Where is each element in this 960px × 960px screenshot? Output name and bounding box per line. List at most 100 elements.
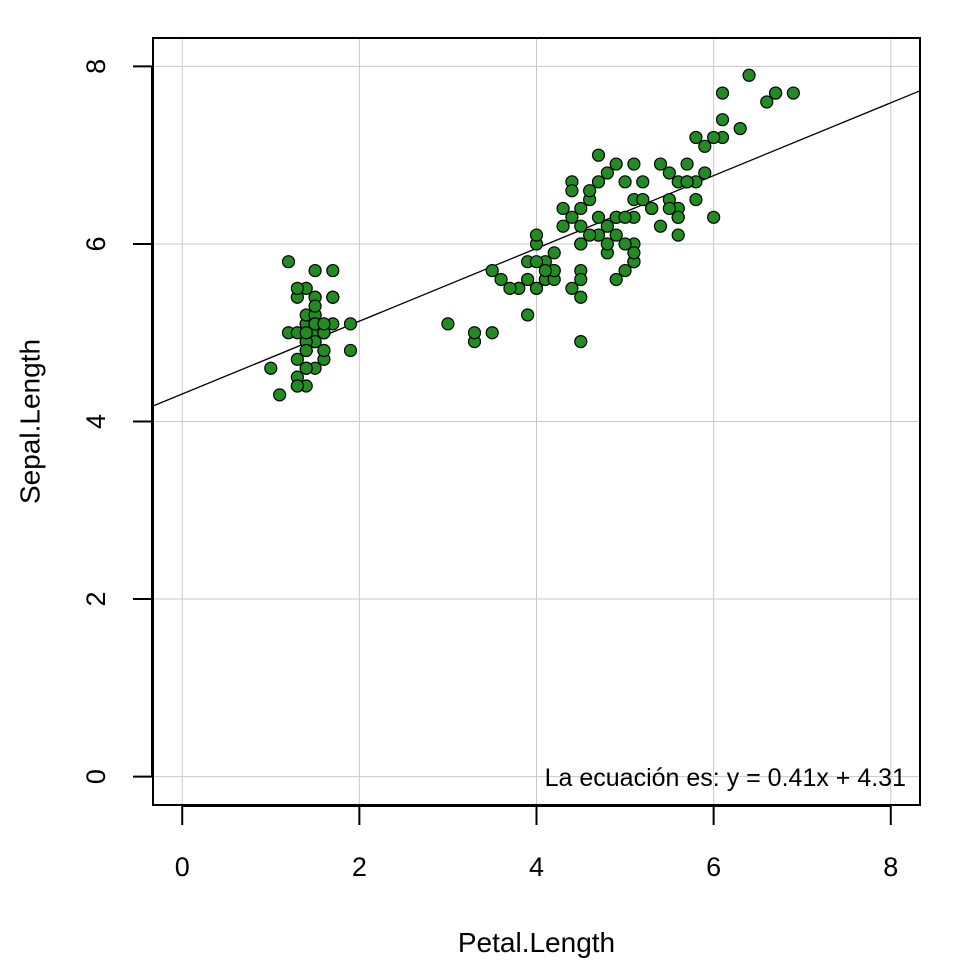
data-point — [547, 246, 561, 260]
data-point — [485, 263, 499, 278]
data-point — [609, 228, 623, 242]
data-point — [636, 192, 650, 207]
data-point — [680, 175, 694, 189]
x-tick-label: 6 — [706, 852, 721, 882]
data-points — [264, 68, 800, 402]
data-point — [485, 326, 499, 340]
data-point — [609, 272, 623, 287]
data-point — [521, 308, 535, 322]
data-point — [689, 192, 703, 207]
y-tick-label: 6 — [81, 236, 111, 251]
data-point — [326, 263, 340, 278]
data-point — [467, 326, 482, 340]
data-point — [565, 184, 579, 198]
data-point — [662, 166, 676, 180]
data-point — [574, 272, 588, 287]
data-point — [680, 157, 694, 171]
x-tick-label: 2 — [352, 852, 367, 882]
data-point — [645, 201, 659, 216]
data-point — [556, 201, 570, 216]
data-point — [343, 343, 358, 358]
data-point — [715, 113, 730, 127]
data-point — [769, 86, 783, 100]
data-point — [574, 290, 588, 304]
y-tick-label: 0 — [81, 769, 111, 784]
data-point — [707, 210, 721, 224]
data-point — [308, 299, 322, 313]
x-axis-title: Petal.Length — [458, 927, 615, 958]
data-point — [317, 343, 331, 358]
data-point — [317, 317, 331, 331]
y-axis-title: Sepal.Length — [15, 339, 46, 504]
data-point — [653, 219, 668, 233]
data-point — [698, 139, 712, 153]
data-point — [299, 326, 313, 340]
data-point — [583, 184, 597, 198]
data-point — [671, 228, 685, 242]
data-point — [529, 281, 544, 295]
data-point — [600, 219, 614, 233]
data-point — [591, 175, 606, 189]
data-point — [671, 210, 685, 224]
data-point — [600, 237, 614, 251]
y-tick-label: 4 — [81, 414, 111, 429]
data-point — [299, 361, 313, 375]
data-point — [662, 201, 676, 216]
data-point — [715, 86, 730, 100]
data-point — [326, 290, 340, 304]
data-point — [698, 166, 712, 180]
data-point — [529, 228, 544, 242]
data-point — [591, 210, 606, 224]
data-point — [290, 352, 304, 366]
data-point — [343, 317, 358, 331]
equation-annotation: La ecuación es: y = 0.41x + 4.31 — [545, 764, 906, 792]
data-point — [653, 157, 668, 171]
data-point — [565, 281, 579, 295]
data-point — [618, 175, 632, 189]
data-point — [786, 86, 800, 100]
data-point — [733, 121, 747, 136]
data-point — [618, 263, 632, 278]
data-point — [636, 175, 650, 189]
data-point — [574, 335, 588, 349]
data-point — [574, 201, 588, 216]
data-point — [574, 237, 588, 251]
data-point — [618, 210, 632, 224]
data-point — [308, 263, 322, 278]
data-point — [627, 157, 641, 171]
data-point — [742, 68, 756, 82]
data-point — [609, 157, 623, 171]
data-point — [538, 263, 552, 278]
data-point — [529, 255, 544, 269]
data-point — [299, 343, 313, 358]
x-tick-label: 0 — [175, 852, 190, 882]
data-point — [618, 237, 632, 251]
data-point — [689, 130, 703, 145]
y-tick-label: 2 — [81, 592, 111, 607]
data-point — [290, 379, 304, 393]
data-point — [591, 148, 606, 162]
data-point — [707, 130, 721, 145]
y-axis: 0 2 4 6 8 — [81, 59, 153, 784]
data-point — [574, 219, 588, 233]
x-tick-label: 4 — [529, 852, 544, 882]
y-tick-label: 8 — [81, 59, 111, 74]
grid-lines — [153, 38, 920, 805]
data-point — [281, 255, 296, 269]
data-point — [273, 388, 287, 402]
data-point — [264, 361, 278, 375]
data-point — [494, 272, 508, 287]
x-axis: 0 2 4 6 8 — [175, 805, 898, 882]
data-point — [503, 281, 517, 295]
data-point — [627, 246, 641, 260]
data-point — [565, 210, 579, 224]
data-point — [760, 95, 774, 109]
data-point — [556, 219, 570, 233]
data-point — [441, 317, 455, 331]
data-point — [583, 228, 597, 242]
data-point — [600, 166, 614, 180]
data-point — [290, 281, 304, 295]
x-tick-label: 8 — [883, 852, 898, 882]
data-point — [521, 272, 535, 287]
